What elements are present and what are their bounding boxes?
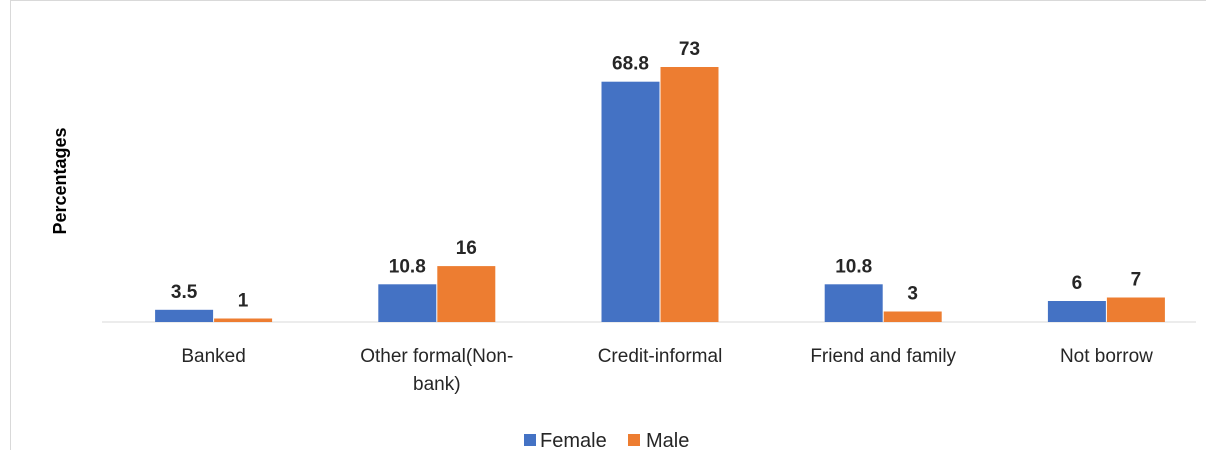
bar-female-4 bbox=[1047, 301, 1106, 322]
bar-male-2 bbox=[660, 67, 719, 322]
bar-male-3 bbox=[883, 311, 942, 322]
y-axis-title: Percentages bbox=[50, 127, 70, 234]
y-axis-title-group: Percentages bbox=[50, 127, 70, 234]
category-labels-group: Banked Other formal(Non-bank) Credit-infor… bbox=[181, 346, 1153, 395]
value-label-male-4: 7 bbox=[1131, 270, 1142, 291]
category-label-3: Friend and family bbox=[810, 346, 956, 367]
value-label-male-0: 1 bbox=[238, 291, 249, 312]
legend-swatch-female bbox=[524, 434, 536, 446]
bar-male-4 bbox=[1106, 297, 1165, 322]
legend-label-male: Male bbox=[646, 430, 689, 450]
legend-swatch-male bbox=[628, 434, 640, 446]
category-label-2: Credit-informal bbox=[598, 346, 723, 367]
bars-group bbox=[155, 67, 1165, 322]
value-label-female-2: 68.8 bbox=[612, 54, 649, 75]
value-label-male-3: 3 bbox=[907, 284, 918, 305]
value-label-female-3: 10.8 bbox=[835, 256, 872, 277]
value-label-female-0: 3.5 bbox=[171, 282, 198, 303]
value-label-female-4: 6 bbox=[1072, 273, 1083, 294]
bar-female-1 bbox=[378, 284, 437, 322]
category-label-1: Other formal(Non-bank) bbox=[360, 346, 513, 395]
category-label-line: Other formal(Non- bbox=[360, 346, 513, 367]
value-labels-group: 3.5 1 10.8 16 68.8 73 10.8 3 6 7 bbox=[171, 39, 1141, 312]
bar-female-2 bbox=[601, 81, 660, 322]
category-label-4: Not borrow bbox=[1060, 346, 1153, 367]
category-label-0: Banked bbox=[181, 346, 245, 367]
value-label-male-2: 73 bbox=[679, 39, 700, 60]
bar-female-0 bbox=[155, 309, 214, 322]
bar-female-3 bbox=[824, 284, 883, 322]
category-label-line: Friend and family bbox=[810, 346, 956, 367]
value-label-male-1: 16 bbox=[456, 238, 477, 259]
category-label-line: Not borrow bbox=[1060, 346, 1153, 367]
category-label-line: bank) bbox=[413, 374, 461, 395]
bar-male-0 bbox=[214, 318, 273, 322]
chart-frame bbox=[10, 0, 1206, 450]
category-label-line: Banked bbox=[181, 346, 245, 367]
value-label-female-1: 10.8 bbox=[389, 256, 426, 277]
legend: Female Male bbox=[524, 430, 689, 450]
category-label-line: Credit-informal bbox=[598, 346, 723, 367]
bar-male-1 bbox=[437, 266, 496, 322]
legend-label-female: Female bbox=[540, 430, 607, 450]
